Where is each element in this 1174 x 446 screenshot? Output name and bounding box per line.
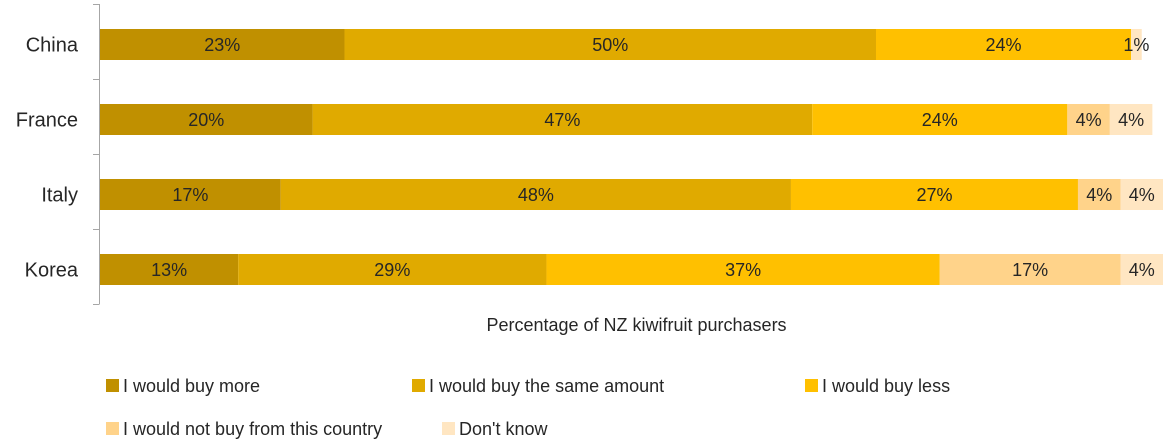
bar-segment	[1067, 104, 1110, 135]
x-axis-title: Percentage of NZ kiwifruit purchasers	[486, 315, 786, 335]
bar-segment	[1077, 179, 1121, 210]
legend-label: Don't know	[459, 419, 548, 439]
bar-segment	[238, 254, 547, 285]
data-label: 1%	[1123, 35, 1149, 55]
data-label: 17%	[1012, 260, 1048, 280]
bar-segment	[100, 29, 345, 60]
data-label: 4%	[1129, 185, 1155, 205]
legend: I would buy more I would buy the same amo…	[106, 376, 950, 439]
bar-segment	[100, 179, 281, 210]
bar-segment	[344, 29, 876, 60]
data-label: 20%	[188, 110, 224, 130]
legend-swatch	[442, 422, 455, 435]
bar-segment	[100, 104, 313, 135]
legend-label: I would buy less	[822, 376, 950, 396]
bar-segment	[1109, 104, 1153, 135]
legend-swatch	[805, 379, 818, 392]
data-label: 50%	[592, 35, 628, 55]
bar-segment	[546, 254, 940, 285]
legend-swatch	[412, 379, 425, 392]
bar-segment	[1120, 254, 1163, 285]
data-label: 23%	[204, 35, 240, 55]
legend-swatch	[106, 379, 119, 392]
category-label: France	[16, 110, 78, 132]
category-labels: China France Italy Korea	[16, 35, 79, 282]
data-label: 17%	[172, 185, 208, 205]
data-label: 27%	[916, 185, 952, 205]
bar-segment	[812, 104, 1068, 135]
data-label: 47%	[544, 110, 580, 130]
bar-segment	[280, 179, 791, 210]
legend-label: I would not buy from this country	[123, 419, 382, 439]
data-label: 13%	[151, 260, 187, 280]
data-label: 24%	[922, 110, 958, 130]
data-label: 4%	[1076, 110, 1102, 130]
bar-segment	[939, 254, 1121, 285]
data-label: 4%	[1118, 110, 1144, 130]
legend-swatch	[106, 422, 119, 435]
bar-segment	[1120, 179, 1163, 210]
data-label: 29%	[374, 260, 410, 280]
legend-label: I would buy the same amount	[429, 376, 664, 396]
bar-segment	[790, 179, 1078, 210]
legend-label: I would buy more	[123, 376, 260, 396]
bars: 23% 50% 24% 1% 20% 47% 24% 4% 4% 17% 48% 27% 4% 4% 13%…	[100, 29, 1163, 285]
data-label: 24%	[986, 35, 1022, 55]
category-label: Italy	[41, 185, 78, 207]
data-label: 48%	[518, 185, 554, 205]
data-label: 4%	[1129, 260, 1155, 280]
bar-segment	[875, 29, 1132, 60]
data-label: 37%	[725, 260, 761, 280]
category-label: Korea	[25, 260, 79, 282]
bar-segment	[312, 104, 813, 135]
bar-segment	[100, 254, 239, 285]
bar-segment	[1131, 29, 1142, 60]
category-axis	[93, 4, 100, 305]
data-label: 4%	[1086, 185, 1112, 205]
category-label: China	[26, 35, 79, 57]
